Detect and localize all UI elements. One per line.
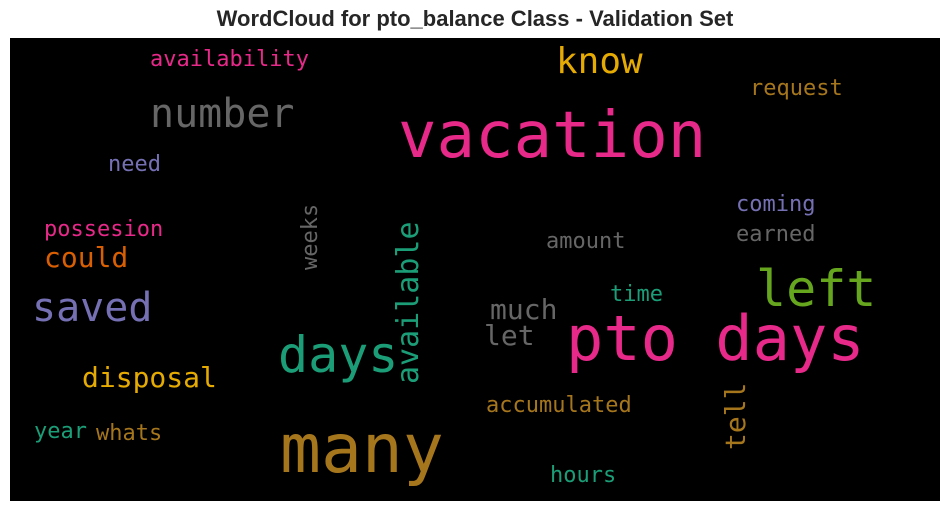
- word-left: left: [756, 260, 877, 318]
- word-weeks: weeks: [298, 203, 323, 270]
- word-vacation: vacation: [398, 99, 707, 173]
- word-amount: amount: [546, 229, 626, 254]
- word-many: many: [280, 410, 444, 489]
- word-days: days: [278, 326, 399, 384]
- word-year: year: [34, 419, 87, 444]
- word-available: available: [391, 221, 426, 384]
- word-possesion: possesion: [44, 217, 164, 242]
- word-accumulated: accumulated: [486, 393, 632, 418]
- word-earned: earned: [736, 222, 816, 247]
- word-need: need: [108, 152, 161, 177]
- word-request: request: [750, 76, 843, 101]
- word-saved: saved: [32, 285, 153, 331]
- word-availability: availability: [150, 47, 309, 72]
- wordcloud-canvas: vacation many pto days days left number …: [10, 38, 940, 501]
- word-tell: tell: [719, 382, 752, 450]
- word-coming: coming: [736, 192, 816, 217]
- word-pto-days: pto days: [566, 302, 865, 375]
- word-know: know: [556, 41, 643, 82]
- word-disposal: disposal: [82, 361, 217, 394]
- word-hours: hours: [550, 463, 617, 488]
- word-number: number: [150, 91, 295, 137]
- word-could: could: [44, 241, 129, 274]
- word-whats: whats: [96, 421, 163, 446]
- word-let: let: [484, 319, 535, 352]
- word-much: much: [490, 293, 558, 326]
- chart-title: WordCloud for pto_balance Class - Valida…: [216, 6, 734, 31]
- word-time: time: [610, 282, 663, 307]
